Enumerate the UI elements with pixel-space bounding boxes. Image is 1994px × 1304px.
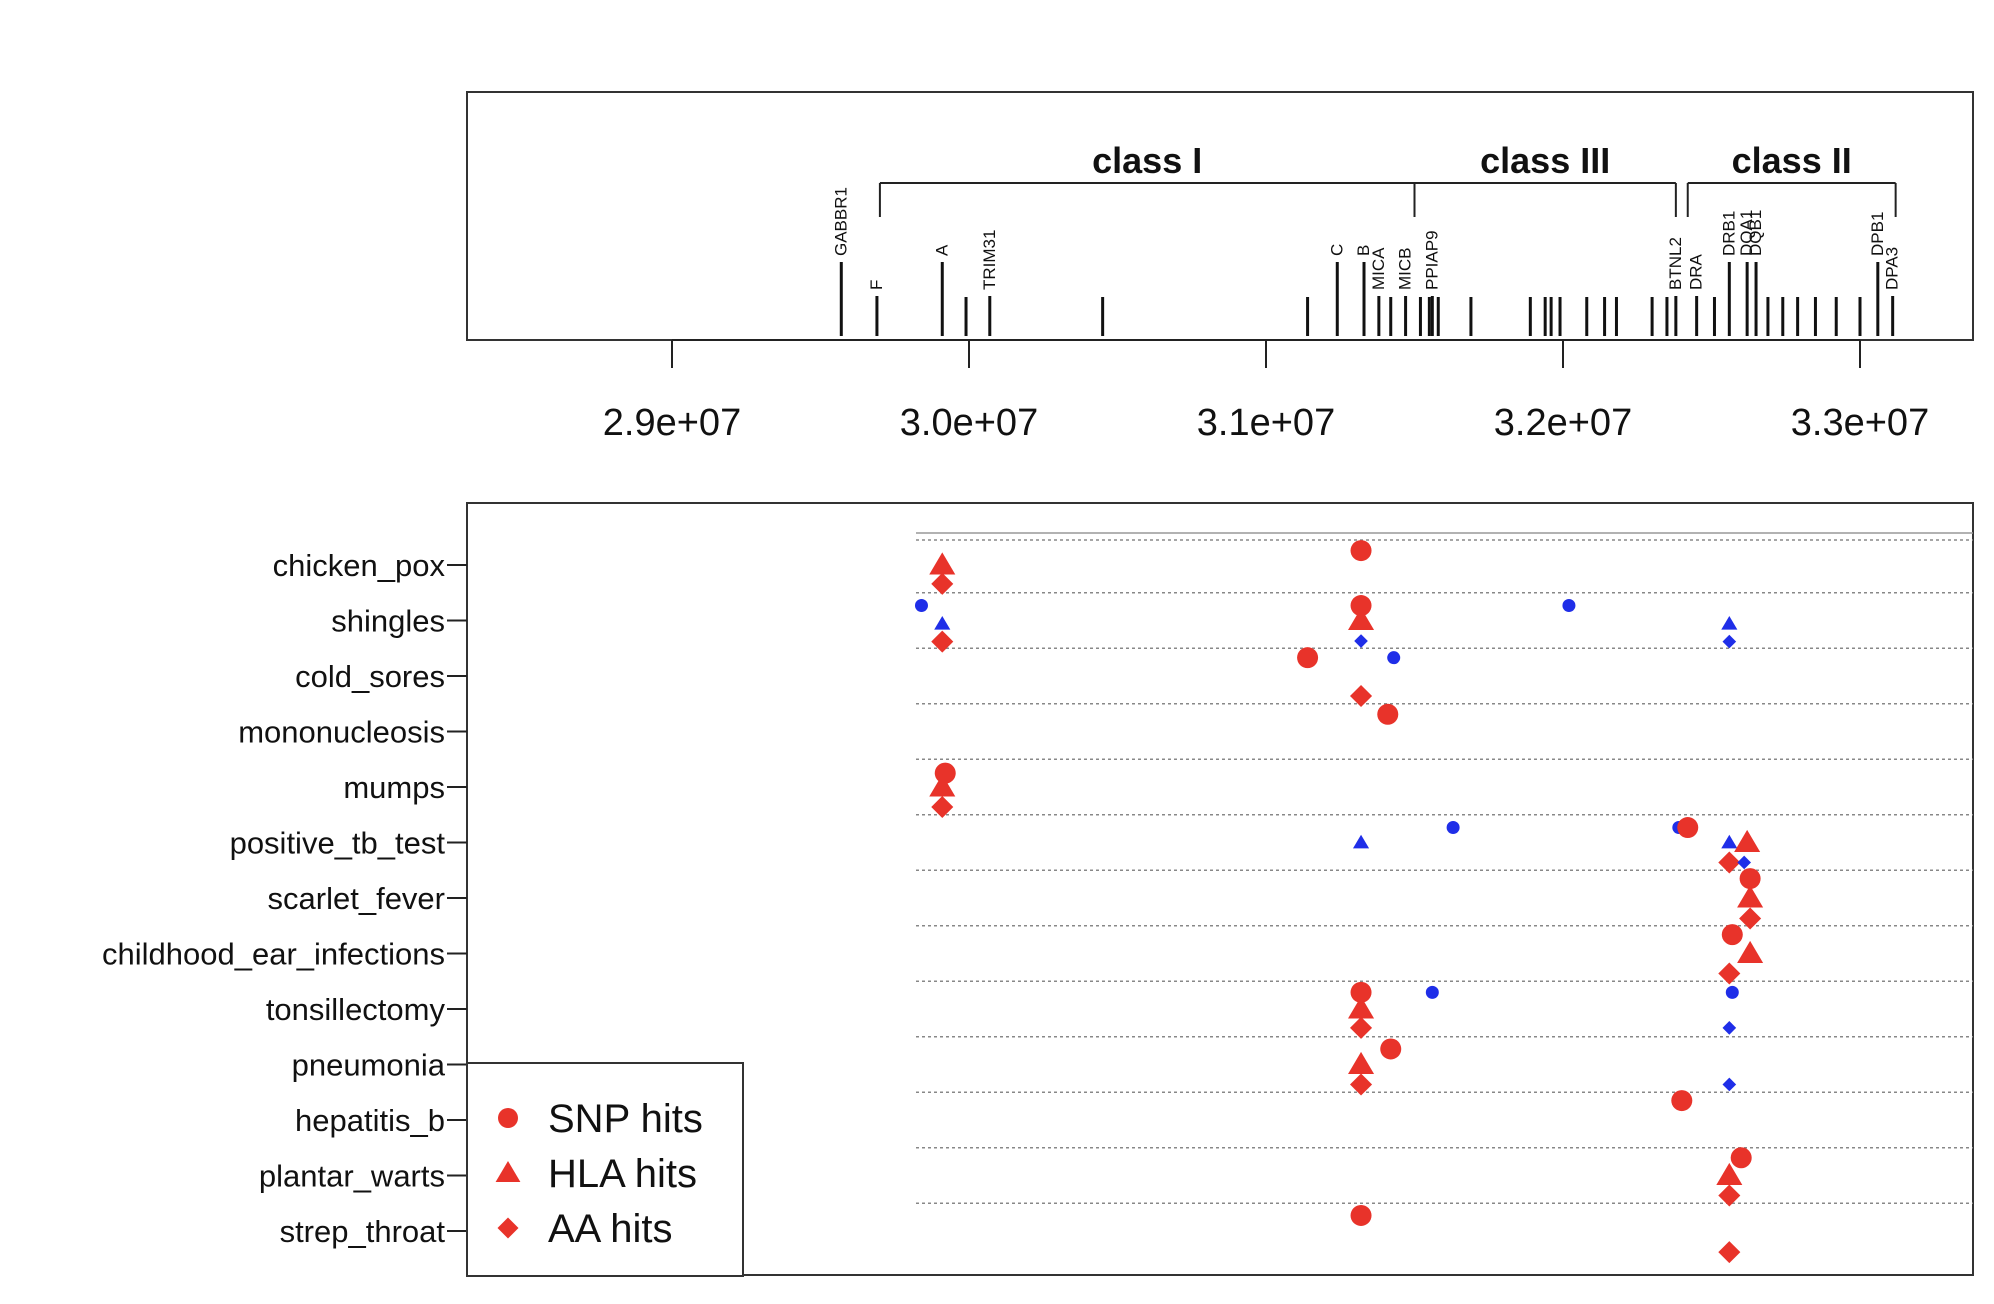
hla-hit-marker — [934, 616, 951, 630]
snp-hit-marker — [1739, 868, 1761, 890]
y-tick-label: scarlet_fever — [268, 881, 445, 916]
gene-label: DQB1 — [1746, 210, 1765, 256]
y-tick-label: tonsillectomy — [266, 992, 446, 1027]
region-label: class II — [1732, 140, 1852, 181]
gene-label: TRIM31 — [980, 230, 999, 290]
hla-hit-marker — [1348, 1051, 1375, 1074]
gene-label: MICB — [1396, 248, 1415, 291]
x-tick-label: 3.1e+07 — [1197, 402, 1335, 444]
snp-hit-marker — [1671, 1090, 1693, 1112]
aa-hit-marker — [1737, 855, 1751, 870]
y-tick-label: chicken_pox — [273, 548, 446, 583]
x-tick-label: 3.0e+07 — [900, 402, 1038, 444]
gene-label: DPA3 — [1883, 247, 1902, 290]
legend-entry: SNP hits — [548, 1097, 703, 1141]
snp-hit-marker — [1350, 540, 1372, 562]
snp-hit-marker — [1446, 821, 1460, 835]
hla-hit-marker — [1734, 829, 1761, 852]
aa-hit-marker — [931, 572, 954, 595]
hla-hit-marker — [929, 774, 956, 797]
y-tick-label: positive_tb_test — [230, 826, 446, 861]
gene-map-frame — [466, 91, 1974, 341]
aa-hit-marker — [1350, 1016, 1373, 1039]
y-tick-label: mononucleosis — [238, 715, 445, 750]
snp-hit-marker — [1721, 924, 1743, 946]
x-tick-label: 3.2e+07 — [1494, 402, 1632, 444]
legend-entry: AA hits — [548, 1207, 673, 1251]
x-tick-label: 3.3e+07 — [1791, 402, 1929, 444]
x-axis: 2.9e+07 3.0e+07 3.1e+07 3.2e+07 3.3e+07 — [603, 339, 1929, 444]
y-tick-label: mumps — [343, 770, 445, 805]
hla-hit-marker — [1348, 996, 1375, 1019]
snp-hit-marker — [1377, 703, 1399, 725]
legend-entry: HLA hits — [548, 1152, 697, 1196]
y-tick-label: hepatitis_b — [295, 1103, 445, 1138]
y-tick-label: childhood_ear_infections — [102, 937, 445, 972]
aa-hit-marker — [1350, 684, 1373, 708]
snp-hit-marker — [914, 599, 928, 613]
aa-hit-marker — [1354, 634, 1368, 648]
y-tick-label: plantar_warts — [259, 1159, 445, 1194]
gene-label: F — [867, 280, 886, 290]
region-label: class I — [1092, 140, 1202, 181]
aa-hit-marker — [1718, 962, 1741, 985]
y-tick-label: pneumonia — [292, 1048, 446, 1083]
hla-hit-marker — [1716, 1162, 1743, 1185]
snp-hit-marker — [1350, 595, 1372, 617]
snp-hit-marker — [1562, 599, 1576, 613]
gene-label: B — [1354, 245, 1373, 256]
aa-hit-marker — [931, 795, 954, 819]
gene-label: DRB1 — [1719, 211, 1738, 256]
gene-label: A — [932, 244, 951, 256]
snp-hit-marker — [1730, 1147, 1752, 1169]
region-label: class III — [1480, 140, 1610, 181]
snp-hit-marker — [1677, 817, 1699, 839]
aa-hit-marker — [1718, 851, 1741, 874]
legend-hla-icon — [495, 1161, 521, 1182]
aa-hit-marker — [1739, 907, 1762, 930]
hla-hit-marker — [1737, 940, 1764, 963]
gene-label: MICA — [1369, 247, 1388, 290]
hits-panel: chicken_pox shingles cold_sores mononucleos… — [102, 502, 1974, 1276]
gene-label: DPB1 — [1868, 212, 1887, 256]
gene-label: C — [1327, 244, 1346, 256]
x-tick-label: 2.9e+07 — [603, 402, 741, 444]
snp-hit-marker — [1350, 1204, 1372, 1226]
aa-hit-marker — [1718, 1241, 1741, 1264]
aa-hit-marker — [1350, 1073, 1373, 1096]
hla-hit-marker — [1348, 607, 1375, 630]
gene-label: DRA — [1687, 253, 1706, 290]
aa-hit-marker — [1718, 1184, 1741, 1207]
hla-hit-marker — [1352, 834, 1370, 849]
snp-hit-marker — [1297, 647, 1319, 669]
y-tick-label: shingles — [331, 604, 445, 639]
legend-aa-icon — [497, 1217, 519, 1239]
snp-hit-marker — [1425, 985, 1439, 999]
snp-hit-marker — [1387, 651, 1401, 665]
snp-hit-marker — [1725, 985, 1739, 999]
gene-label: BTNL2 — [1666, 237, 1685, 290]
legend: SNP hits HLA hits AA hits — [466, 1062, 744, 1277]
hla-hit-marker — [1737, 885, 1764, 908]
hla-hit-marker — [929, 552, 956, 575]
hla-hit-marker — [1721, 616, 1738, 630]
y-tick-label: strep_throat — [280, 1214, 446, 1249]
gene-label: GABBR1 — [831, 187, 850, 256]
aa-hit-marker — [1722, 1021, 1737, 1035]
gene-label: PPIAP9 — [1422, 230, 1441, 290]
aa-hit-marker — [931, 630, 954, 653]
aa-hit-marker — [1722, 634, 1737, 649]
y-tick-label: cold_sores — [295, 659, 445, 694]
gene-label: DQA1 — [1737, 210, 1756, 256]
hla-hit-marker — [1721, 834, 1738, 849]
snp-hit-marker — [1380, 1038, 1402, 1060]
aa-hit-marker — [1722, 1077, 1737, 1092]
legend-snp-icon — [498, 1108, 518, 1128]
snp-hit-marker — [1350, 981, 1372, 1003]
